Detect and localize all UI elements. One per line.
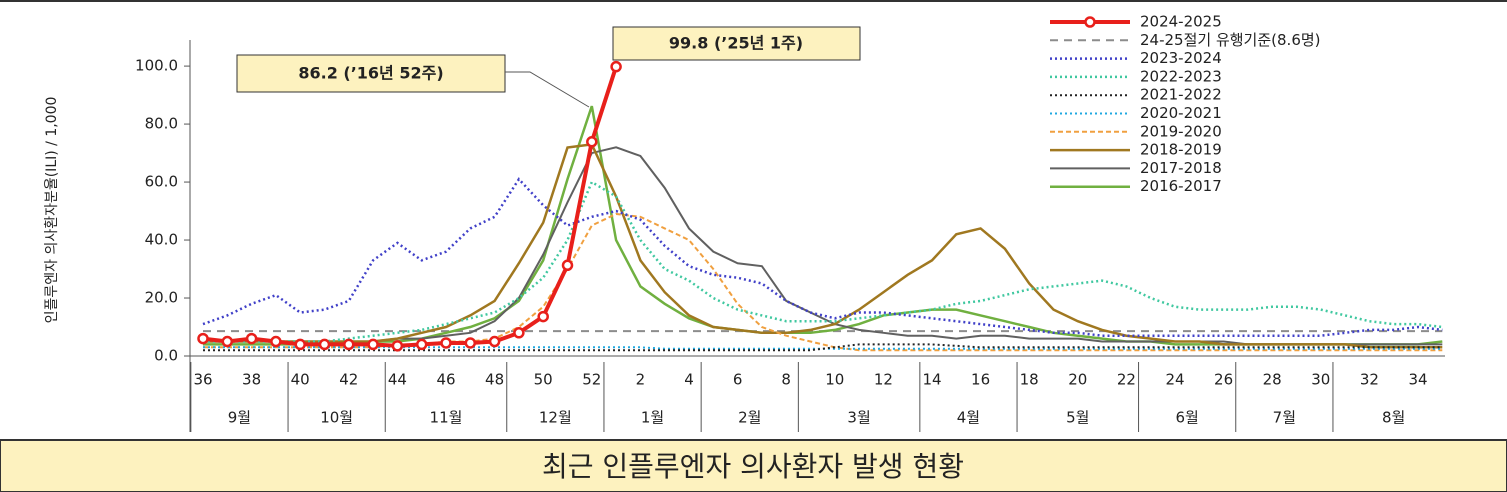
- chart-title: 최근 인플루엔자 의사환자 발생 현황: [542, 450, 964, 483]
- x-tick-label: 36: [193, 371, 212, 389]
- y-tick-label: 20.0: [145, 289, 178, 307]
- legend-label: 2024-2025: [1140, 13, 1222, 31]
- legend-label: 2017-2018: [1140, 159, 1222, 177]
- x-tick-label: 6: [733, 371, 743, 389]
- month-label: 7월: [1273, 409, 1296, 427]
- y-tick-label: 40.0: [145, 231, 178, 249]
- point-marker: [343, 338, 355, 351]
- point-marker: [415, 338, 428, 351]
- annotation: 99.8 (’25년 1주): [669, 34, 803, 53]
- legend-label: 2020-2021: [1140, 104, 1222, 122]
- y-tick-label: 80.0: [145, 115, 178, 133]
- series-line: [203, 346, 1443, 350]
- point-marker: [610, 60, 622, 73]
- legend-label: 2019-2020: [1140, 122, 1222, 140]
- legend-marker: [1084, 16, 1096, 28]
- month-label: 4월: [957, 409, 980, 427]
- legend-label: 2022-2023: [1140, 67, 1222, 85]
- month-label: 8월: [1382, 409, 1405, 427]
- x-tick-label: 44: [388, 371, 407, 389]
- point-marker: [391, 340, 404, 352]
- legend-label: 2018-2019: [1140, 141, 1222, 159]
- point-marker: [270, 335, 282, 348]
- x-tick-label: 4: [684, 371, 694, 389]
- annotation-leader: [505, 71, 590, 108]
- x-tick-label: 24: [1165, 371, 1184, 389]
- x-tick-label: 32: [1360, 371, 1379, 389]
- month-label: 2월: [738, 409, 761, 427]
- x-tick-label: 16: [971, 371, 990, 389]
- x-tick-label: 2: [636, 371, 646, 389]
- x-tick-label: 48: [485, 371, 504, 389]
- y-tick-label: 60.0: [145, 173, 178, 191]
- point-marker: [488, 335, 501, 348]
- month-label: 3월: [847, 409, 870, 427]
- x-tick-label: 28: [1263, 371, 1282, 389]
- x-tick-label: 52: [582, 371, 601, 389]
- month-label: 12월: [539, 409, 572, 427]
- point-marker: [586, 136, 598, 148]
- month-label: 10월: [320, 409, 353, 427]
- x-tick-label: 20: [1068, 371, 1087, 389]
- x-tick-label: 42: [339, 371, 358, 389]
- point-marker: [197, 332, 209, 345]
- y-tick-label: 0.0: [154, 347, 178, 365]
- series-line: [203, 343, 1443, 352]
- series-line: [203, 143, 1443, 349]
- x-tick-label: 8: [781, 371, 791, 389]
- point-marker: [464, 337, 477, 349]
- legend-label: 2016-2017: [1140, 177, 1222, 195]
- x-tick-label: 46: [436, 371, 455, 389]
- legend-label: 24-25절기 유행기준(8.6명): [1140, 31, 1321, 49]
- month-label: 6월: [1175, 409, 1198, 427]
- x-tick-label: 40: [291, 371, 310, 389]
- title-banner: [0, 439, 1507, 492]
- point-marker: [367, 338, 379, 351]
- series-line: [202, 177, 1443, 337]
- x-tick-label: 18: [1020, 371, 1039, 389]
- annotation-box: [236, 54, 506, 93]
- y-axis-label: 인플루엔자 의사환자분율(ILI) / 1,000: [44, 97, 60, 324]
- annotation-box: [612, 26, 861, 61]
- month-label: 1월: [641, 409, 664, 427]
- month-label: 11월: [430, 409, 463, 427]
- x-tick-label: 10: [825, 371, 844, 389]
- series-line: [203, 146, 1443, 346]
- point-marker: [561, 259, 574, 272]
- annotation: 86.2 (’16년 52주): [298, 64, 443, 83]
- y-tick-label: 100.0: [135, 57, 178, 75]
- x-tick-label: 34: [1408, 371, 1427, 389]
- month-label: 5월: [1066, 409, 1089, 427]
- month-label: 9월: [228, 409, 251, 427]
- x-tick-label: 22: [1117, 371, 1136, 389]
- x-tick-label: 12: [874, 371, 893, 389]
- point-marker: [318, 338, 331, 351]
- legend-label: 2021-2022: [1140, 86, 1222, 104]
- x-tick-label: 38: [242, 371, 261, 389]
- point-marker: [440, 337, 452, 349]
- x-tick-label: 50: [534, 371, 553, 389]
- legend-label: 2023-2024: [1140, 49, 1222, 67]
- x-tick-label: 26: [1214, 371, 1233, 389]
- point-marker: [245, 332, 258, 345]
- point-marker: [537, 310, 549, 323]
- point-marker: [294, 338, 306, 351]
- point-marker: [513, 327, 525, 339]
- x-tick-label: 14: [922, 371, 941, 389]
- point-marker: [221, 335, 234, 348]
- x-tick-label: 30: [1311, 371, 1330, 389]
